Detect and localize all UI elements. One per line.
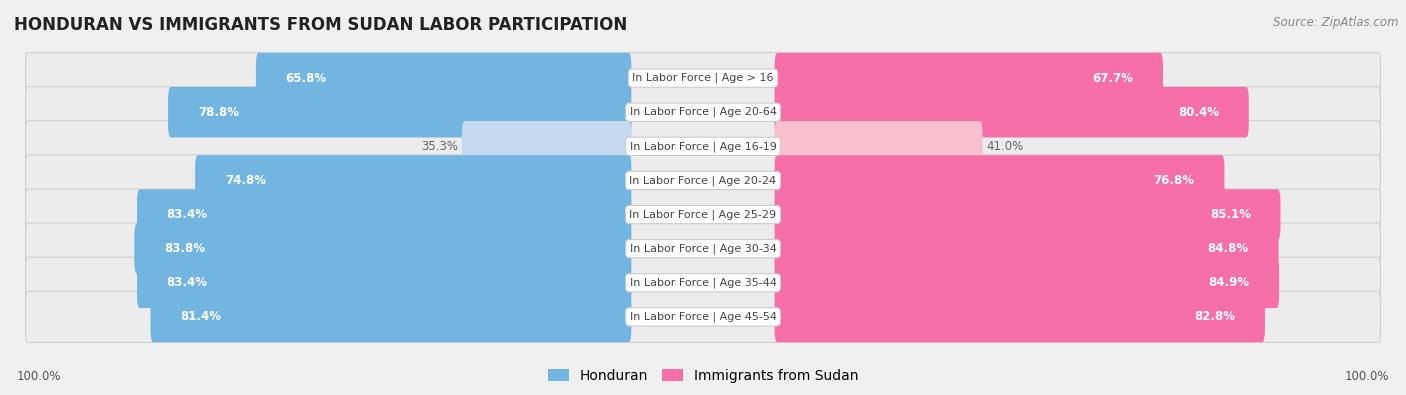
FancyBboxPatch shape xyxy=(25,257,1381,308)
Text: Source: ZipAtlas.com: Source: ZipAtlas.com xyxy=(1274,16,1399,29)
Text: 84.8%: 84.8% xyxy=(1208,242,1249,255)
Text: In Labor Force | Age 35-44: In Labor Force | Age 35-44 xyxy=(630,278,776,288)
FancyBboxPatch shape xyxy=(150,292,631,342)
Text: 41.0%: 41.0% xyxy=(987,140,1024,153)
Text: In Labor Force | Age 20-24: In Labor Force | Age 20-24 xyxy=(630,175,776,186)
FancyBboxPatch shape xyxy=(25,155,1381,206)
FancyBboxPatch shape xyxy=(195,155,631,206)
Text: In Labor Force | Age 20-64: In Labor Force | Age 20-64 xyxy=(630,107,776,117)
FancyBboxPatch shape xyxy=(461,121,631,171)
Text: In Labor Force | Age 30-34: In Labor Force | Age 30-34 xyxy=(630,243,776,254)
FancyBboxPatch shape xyxy=(25,292,1381,342)
Text: 85.1%: 85.1% xyxy=(1209,208,1251,221)
FancyBboxPatch shape xyxy=(775,258,1279,308)
Text: 83.4%: 83.4% xyxy=(167,276,208,289)
Text: In Labor Force | Age 16-19: In Labor Force | Age 16-19 xyxy=(630,141,776,152)
Text: 82.8%: 82.8% xyxy=(1194,310,1236,324)
FancyBboxPatch shape xyxy=(136,189,631,240)
Text: HONDURAN VS IMMIGRANTS FROM SUDAN LABOR PARTICIPATION: HONDURAN VS IMMIGRANTS FROM SUDAN LABOR … xyxy=(14,16,627,34)
FancyBboxPatch shape xyxy=(136,258,631,308)
FancyBboxPatch shape xyxy=(775,121,983,171)
FancyBboxPatch shape xyxy=(25,189,1381,240)
Text: 83.4%: 83.4% xyxy=(167,208,208,221)
FancyBboxPatch shape xyxy=(25,223,1381,274)
Text: 80.4%: 80.4% xyxy=(1178,106,1219,119)
FancyBboxPatch shape xyxy=(775,224,1278,274)
Text: 65.8%: 65.8% xyxy=(285,71,326,85)
FancyBboxPatch shape xyxy=(256,53,631,103)
Text: In Labor Force | Age 25-29: In Labor Force | Age 25-29 xyxy=(630,209,776,220)
Text: 100.0%: 100.0% xyxy=(1344,370,1389,383)
FancyBboxPatch shape xyxy=(25,121,1381,172)
FancyBboxPatch shape xyxy=(25,87,1381,138)
Text: 83.8%: 83.8% xyxy=(165,242,205,255)
FancyBboxPatch shape xyxy=(169,87,631,137)
FancyBboxPatch shape xyxy=(135,224,631,274)
FancyBboxPatch shape xyxy=(775,189,1281,240)
FancyBboxPatch shape xyxy=(775,292,1265,342)
FancyBboxPatch shape xyxy=(775,87,1249,137)
Text: 81.4%: 81.4% xyxy=(180,310,221,324)
Text: In Labor Force | Age 45-54: In Labor Force | Age 45-54 xyxy=(630,312,776,322)
Legend: Honduran, Immigrants from Sudan: Honduran, Immigrants from Sudan xyxy=(548,369,858,383)
FancyBboxPatch shape xyxy=(775,155,1225,206)
Text: 35.3%: 35.3% xyxy=(420,140,458,153)
Text: 78.8%: 78.8% xyxy=(198,106,239,119)
Text: 76.8%: 76.8% xyxy=(1154,174,1195,187)
Text: 100.0%: 100.0% xyxy=(17,370,62,383)
Text: 74.8%: 74.8% xyxy=(225,174,266,187)
FancyBboxPatch shape xyxy=(25,53,1381,103)
Text: 67.7%: 67.7% xyxy=(1092,71,1133,85)
FancyBboxPatch shape xyxy=(775,53,1163,103)
Text: In Labor Force | Age > 16: In Labor Force | Age > 16 xyxy=(633,73,773,83)
Text: 84.9%: 84.9% xyxy=(1208,276,1250,289)
